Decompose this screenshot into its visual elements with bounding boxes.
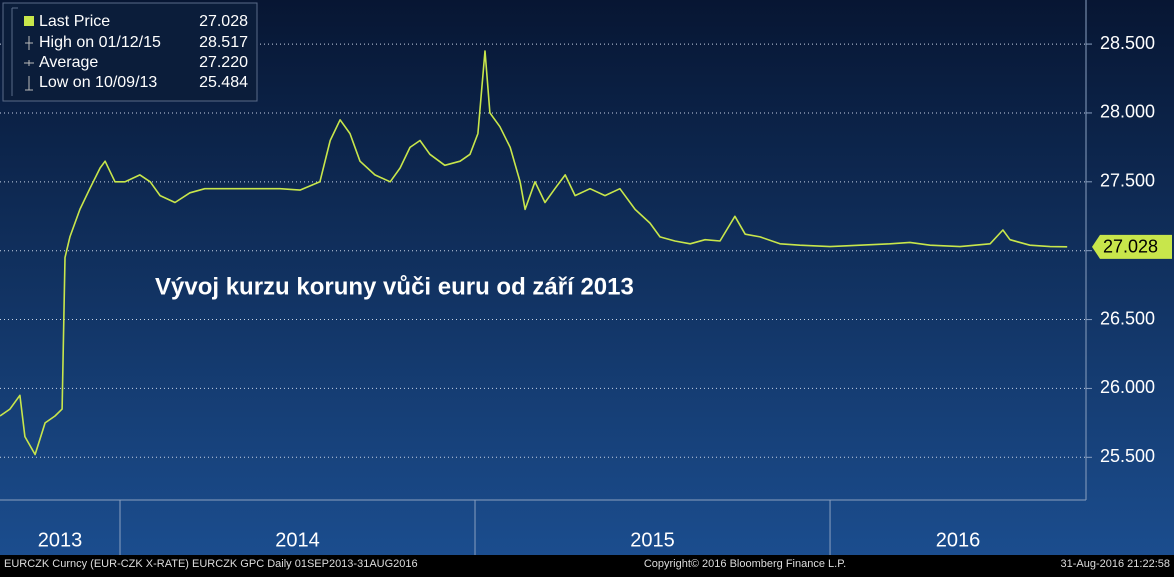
footer-right: 31-Aug-2016 21:22:58	[1061, 558, 1170, 570]
footer-center: Copyright© 2016 Bloomberg Finance L.P.	[644, 558, 846, 570]
legend-icon	[24, 60, 34, 66]
plot: 25.50026.00026.50027.00027.50028.00028.5…	[0, 33, 1172, 555]
y-tick-label: 27.500	[1100, 171, 1155, 191]
y-tick-label: 28.500	[1100, 33, 1155, 53]
x-tick-label: 2014	[275, 529, 320, 551]
footer-bar	[0, 555, 1174, 572]
price-line	[0, 50, 1068, 456]
legend-value: 25.484	[199, 74, 248, 91]
y-tick-label: 28.000	[1100, 102, 1155, 122]
legend-value: 28.517	[199, 34, 248, 51]
x-tick-label: 2013	[38, 529, 83, 551]
legend-icon	[25, 36, 33, 50]
legend-value: 27.028	[199, 13, 248, 30]
x-tick-label: 2015	[630, 529, 675, 551]
last-value-tag	[1092, 234, 1172, 259]
legend-label: High on 01/12/15	[39, 34, 161, 51]
legend-label: Average	[39, 54, 98, 71]
legend-icon	[25, 76, 33, 91]
legend-swatch	[24, 16, 34, 26]
legend-label: Last Price	[39, 13, 110, 30]
legend-box	[2, 2, 258, 102]
annotation: Vývoj kurzu koruny vůči euru od září 201…	[155, 273, 634, 300]
y-tick-label: 26.000	[1100, 377, 1155, 397]
legend-label: Low on 10/09/13	[39, 74, 157, 91]
y-tick-label: 25.500	[1100, 446, 1155, 466]
last-value-label: 27.028	[1103, 237, 1158, 257]
x-tick-label: 2016	[936, 529, 981, 551]
y-tick-label: 26.500	[1100, 308, 1155, 328]
footer-left: EURCZK Curncy (EUR-CZK X-RATE) EURCZK GP…	[4, 558, 418, 570]
legend-bracket	[11, 7, 18, 96]
legend-value: 27.220	[199, 54, 248, 71]
